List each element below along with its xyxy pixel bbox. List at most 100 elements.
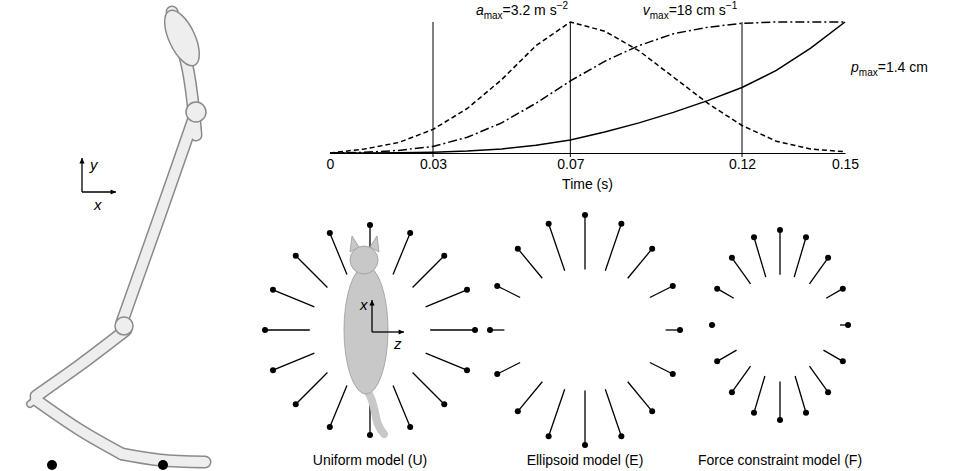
background [0, 0, 954, 471]
perturbation-dot [751, 234, 757, 240]
perturbation-dot [670, 371, 676, 377]
perturbation-dot [618, 433, 624, 439]
curve [330, 22, 845, 153]
perturbation-dot [714, 286, 720, 292]
tick-label: 0.07 [557, 156, 584, 172]
perturbation-dot [407, 424, 413, 430]
perturbation-dot [677, 327, 683, 333]
curves [330, 22, 845, 153]
perturbation-dot [270, 367, 276, 373]
tick-label: 0 [327, 156, 335, 172]
tick: 0.03 [420, 153, 447, 172]
perturbation-line [584, 391, 585, 445]
perturbation-dot [327, 424, 333, 430]
perturbation-line [779, 230, 780, 275]
bone [122, 112, 196, 322]
label-superscript: −1 [726, 0, 738, 11]
perturbation-line [717, 350, 736, 361]
perturbation-line [809, 366, 828, 392]
perturbation-dot [293, 401, 299, 407]
label-part: p [850, 59, 859, 75]
label-subscript: max [650, 10, 669, 21]
hip-joint [186, 102, 206, 122]
perturbation-dot [803, 234, 809, 240]
perturbation-dot [709, 322, 715, 328]
perturbation-dot [494, 283, 500, 289]
perturbation-line [605, 389, 621, 436]
perturbation-line [426, 353, 467, 370]
perturbation-line [518, 382, 542, 412]
bone [30, 336, 116, 404]
perturbation-line [549, 224, 565, 271]
perturbation-dot [649, 246, 655, 252]
perturbation-dot [777, 227, 783, 233]
perturbation-dot [407, 230, 413, 236]
model-label: Ellipsoid model (E) [527, 452, 644, 468]
perturbation-dot [670, 283, 676, 289]
perturbation-line [549, 389, 565, 436]
perturbation-dot [472, 327, 478, 333]
limb-skeleton: yx [30, 5, 206, 470]
perturbation-line [497, 363, 520, 374]
perturbation-line [628, 249, 652, 279]
perturbation-dot [546, 221, 552, 227]
perturbation-line [794, 237, 806, 277]
body-axis-arrow-head [369, 300, 374, 305]
label-part: =3.2 m s [503, 2, 557, 18]
perturbation-line [413, 373, 445, 405]
perturbation-dot [840, 358, 846, 364]
model-diagram: Ellipsoid model (E) [487, 212, 683, 468]
perturbation-line [265, 329, 310, 330]
tick: 0.15 [832, 153, 859, 172]
label-superscript: −2 [557, 0, 569, 11]
axis-label: x [359, 296, 368, 313]
tick: 0 [327, 153, 335, 172]
axis-arrow-head [111, 189, 116, 194]
contact-dot [47, 460, 57, 470]
model-diagram: Uniform model (U)xz [262, 222, 478, 468]
perturbation-dot [293, 253, 299, 259]
perturbation-dot [464, 367, 470, 373]
perturbation-line [273, 290, 314, 307]
curve-label: pmax=1.4 cm [850, 59, 928, 78]
cat-silhouette [344, 236, 388, 434]
perturbation-line [330, 233, 347, 274]
perturbation-line [497, 286, 520, 297]
perturbation-line [732, 366, 751, 392]
perturbation-line [754, 237, 766, 277]
axis-label: y [89, 156, 99, 173]
tick-label: 0.15 [832, 156, 859, 172]
perturbation-line [823, 350, 842, 361]
perturbation-dot [270, 287, 276, 293]
perturbation-line [393, 386, 410, 427]
perturbation-dot [441, 401, 447, 407]
perturbation-dot [487, 327, 493, 333]
label-part: a [476, 2, 484, 18]
label-part: =1.4 cm [878, 59, 928, 75]
perturbation-line [518, 249, 542, 279]
perturbation-dot [515, 246, 521, 252]
perturbation-dot [441, 253, 447, 259]
bone-outline [30, 336, 116, 404]
perturbation-dot [729, 389, 735, 395]
bone-outline [122, 112, 196, 322]
perturbation-dot [714, 358, 720, 364]
perturbation-dot [825, 255, 831, 261]
label-subscript: max [859, 67, 878, 78]
perturbation-dot [367, 432, 373, 438]
perturbation-line [732, 258, 751, 284]
perturbation-dot [582, 442, 588, 448]
perturbation-dot [262, 327, 268, 333]
curve [330, 22, 845, 153]
label-part: =18 cm s [669, 2, 726, 18]
axis-label: x [93, 196, 102, 213]
knee-joint [115, 317, 133, 335]
reference-line [433, 22, 434, 157]
curve-label: amax=3.2 m s−2 [476, 0, 569, 21]
cat-head [350, 246, 378, 274]
bone [36, 400, 122, 454]
perturbation-dot [649, 408, 655, 414]
figure: yx00.030.070.120.15Time (s)amax=3.2 m s−… [0, 0, 954, 471]
perturbation-line [628, 382, 652, 412]
label-subscript: max [484, 10, 503, 21]
